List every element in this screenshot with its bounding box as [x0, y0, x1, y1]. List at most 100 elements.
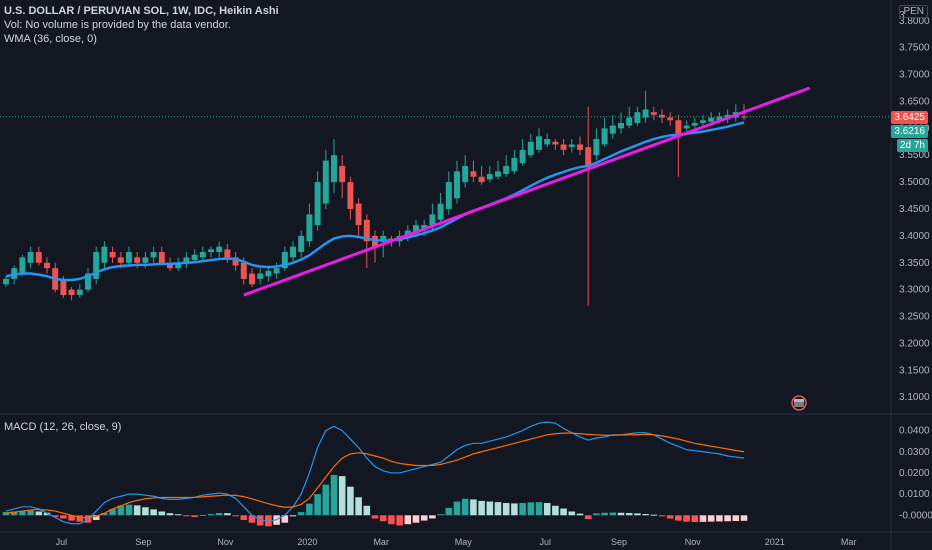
- candle-body: [503, 165, 510, 175]
- candle-body: [536, 136, 542, 150]
- time-tick-label: Sep: [135, 537, 151, 547]
- histogram-bar: [527, 502, 535, 516]
- candle-body: [634, 112, 641, 123]
- histogram-bar: [347, 486, 354, 516]
- time-tick-label: Mar: [841, 537, 857, 547]
- candle-body: [716, 116, 723, 121]
- histogram-bar: [420, 515, 428, 521]
- time-tick-label: Sep: [611, 537, 627, 547]
- macd-tick-label: -0.0000: [899, 510, 932, 521]
- histogram-bar: [461, 498, 469, 516]
- histogram-bar: [437, 514, 444, 516]
- histogram-bar: [355, 497, 362, 516]
- candle-body: [585, 147, 592, 166]
- histogram-bar: [232, 515, 239, 517]
- histogram-bar: [683, 515, 690, 522]
- histogram-bar: [552, 505, 559, 516]
- histogram-bar: [617, 512, 625, 516]
- histogram-bar: [166, 513, 174, 516]
- histogram-bar: [609, 512, 617, 516]
- histogram-bar: [379, 515, 387, 522]
- macd-legend[interactable]: MACD (12, 26, close, 9): [4, 421, 122, 433]
- candle-body: [240, 262, 247, 279]
- candle-body: [331, 155, 337, 183]
- trendline[interactable]: [243, 86, 811, 297]
- histogram-bar: [306, 503, 313, 516]
- price-tick-label: 3: [899, 10, 905, 21]
- time-tick-label: Nov: [217, 537, 234, 547]
- histogram-bar: [699, 515, 707, 522]
- histogram-bar: [650, 514, 658, 516]
- histogram-bar: [519, 503, 526, 516]
- histogram-bar: [240, 515, 248, 520]
- macd-tick-label: 0.0300: [899, 447, 930, 458]
- time-tick-label: 2021: [765, 537, 785, 547]
- candle-body: [339, 165, 346, 183]
- histogram-bar: [724, 515, 731, 522]
- candle-body: [249, 273, 255, 285]
- last-price-tag: 3.6425: [891, 111, 928, 124]
- histogram-bar: [371, 515, 379, 519]
- price-tick-label: 3.7500: [899, 43, 930, 54]
- candle-body: [404, 230, 411, 236]
- histogram-bar: [625, 512, 633, 516]
- histogram-bar: [478, 500, 485, 516]
- histogram-bar: [281, 515, 289, 523]
- histogram-bar: [363, 505, 371, 516]
- candle-body: [314, 182, 321, 226]
- histogram-bar: [322, 484, 330, 516]
- histogram-bar: [101, 513, 108, 516]
- histogram-bar: [502, 503, 510, 516]
- candle-body: [495, 171, 501, 177]
- current-price-tag: 3.6216: [891, 125, 928, 138]
- histogram-bar: [404, 515, 412, 525]
- histogram-bar: [68, 515, 75, 521]
- candle-body: [609, 125, 616, 134]
- candle-body: [306, 214, 313, 242]
- candle-body: [216, 246, 223, 253]
- histogram-bar: [707, 515, 715, 522]
- symbol-title[interactable]: U.S. DOLLAR / PERUVIAN SOL, 1W, IDC, Hei…: [4, 5, 279, 17]
- candle-body: [478, 176, 485, 183]
- countdown-tag: 2d 7h: [896, 139, 928, 152]
- candle-body: [322, 160, 329, 204]
- currency-badge[interactable]: PEN: [899, 5, 928, 18]
- candle-body: [544, 139, 551, 145]
- candle-body: [232, 257, 239, 266]
- histogram-bar: [560, 508, 567, 516]
- histogram-bar: [666, 515, 674, 519]
- wma-legend[interactable]: WMA (36, close, 0): [4, 33, 97, 45]
- histogram-bar: [314, 494, 321, 516]
- histogram-bar: [338, 476, 346, 516]
- signal-line: [5, 432, 745, 519]
- flag-icon[interactable]: [791, 395, 807, 411]
- histogram-bar: [732, 515, 740, 522]
- candle-body: [208, 249, 214, 253]
- candle-body: [76, 289, 83, 296]
- candle-body: [454, 171, 460, 199]
- histogram-bar: [35, 511, 43, 516]
- histogram-bar: [224, 513, 231, 516]
- candle-body: [19, 257, 26, 274]
- candle-body: [683, 125, 690, 129]
- candle-body: [199, 252, 206, 258]
- candle-body: [462, 165, 469, 183]
- macd-tick-label: 0.0100: [899, 489, 930, 500]
- histogram-bar: [215, 512, 223, 516]
- candle-body: [437, 203, 444, 220]
- candle-body: [413, 225, 419, 234]
- candle-body: [527, 141, 534, 156]
- candle-body: [691, 122, 698, 126]
- time-tick-label: Mar: [373, 537, 389, 547]
- histogram-bar: [191, 515, 198, 517]
- histogram-bar: [412, 515, 420, 523]
- histogram-bar: [51, 515, 59, 517]
- histogram-bar: [2, 512, 10, 516]
- candle-body: [626, 117, 633, 126]
- candle-body: [298, 235, 305, 253]
- histogram-bar: [289, 515, 297, 517]
- candle-body: [134, 257, 141, 263]
- histogram-bar: [691, 515, 699, 523]
- histogram-bar: [19, 511, 26, 516]
